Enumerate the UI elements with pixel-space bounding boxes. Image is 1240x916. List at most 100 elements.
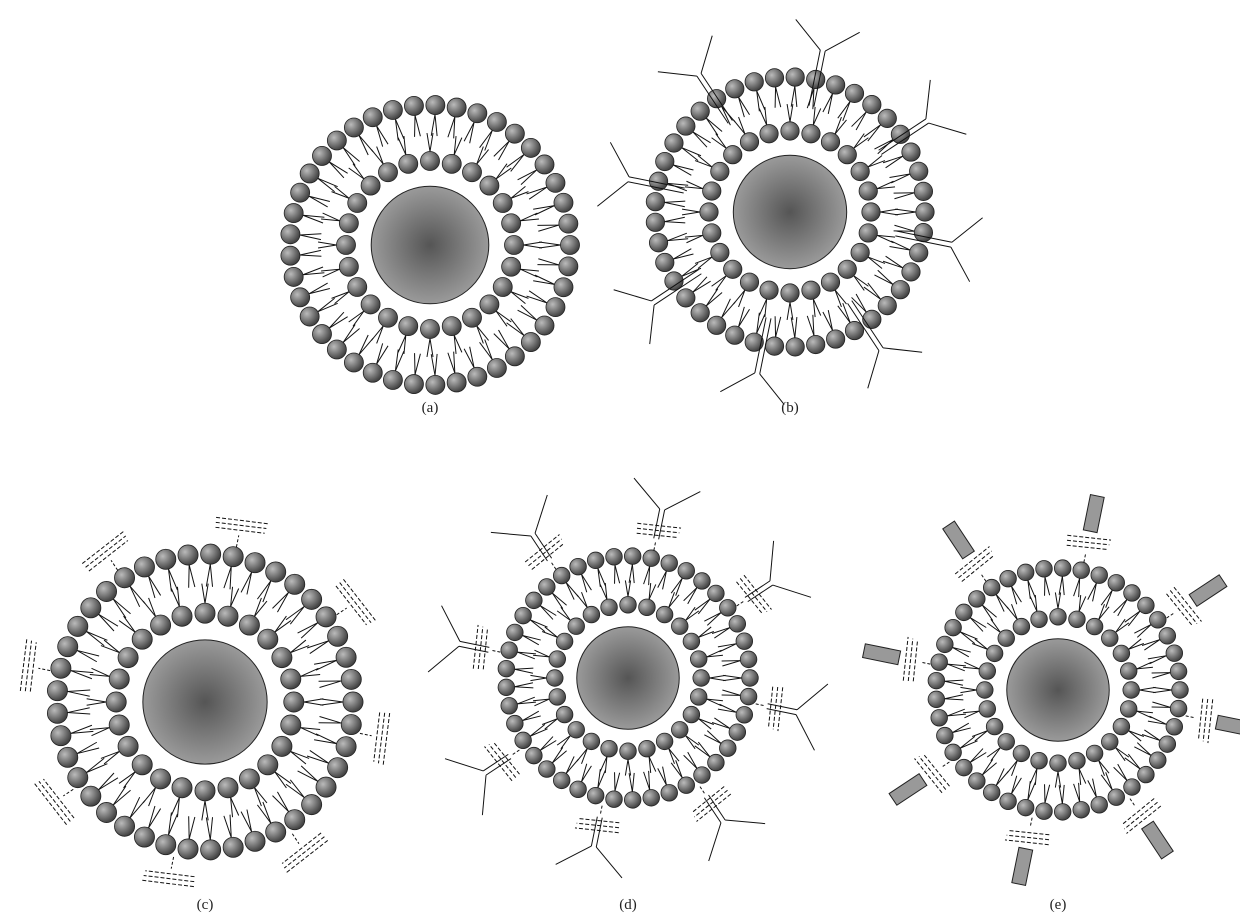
- line: [1058, 785, 1063, 804]
- lipid-head: [280, 245, 301, 266]
- line: [91, 727, 110, 737]
- lipid-head: [642, 549, 660, 567]
- line: [38, 667, 51, 672]
- lipid-head: [826, 329, 846, 349]
- lipid-head: [723, 145, 743, 165]
- line: [358, 135, 369, 156]
- line: [681, 147, 699, 162]
- line: [188, 564, 190, 588]
- line: [272, 795, 289, 813]
- line: [67, 707, 90, 714]
- line: [76, 747, 100, 755]
- line: [510, 291, 529, 299]
- line: [129, 800, 146, 819]
- line: [253, 597, 262, 617]
- line: [1117, 763, 1128, 781]
- lipid-head: [909, 161, 929, 181]
- line: [970, 617, 987, 628]
- line: [995, 768, 1005, 786]
- line: [664, 221, 686, 224]
- line: [530, 674, 547, 679]
- lipid-head: [671, 617, 689, 635]
- lipid-head: [501, 213, 522, 234]
- line: [394, 119, 399, 141]
- line: [201, 583, 206, 604]
- line: [565, 582, 575, 600]
- line: [758, 298, 768, 316]
- lipid-head: [690, 650, 708, 668]
- lipid-head: [290, 182, 311, 203]
- line: [920, 661, 931, 665]
- line: [624, 580, 629, 597]
- lipid-head: [362, 107, 383, 128]
- lipid-head: [936, 726, 954, 745]
- line: [240, 811, 253, 833]
- line: [1100, 774, 1113, 791]
- line: [315, 733, 337, 745]
- lipid-head: [343, 352, 364, 373]
- lipid-head: [690, 688, 708, 706]
- line: [795, 714, 815, 751]
- line: [530, 677, 547, 682]
- line: [277, 791, 290, 812]
- line: [1152, 701, 1171, 708]
- line: [286, 840, 329, 873]
- panel-label: (e): [1050, 897, 1067, 913]
- line: [738, 97, 745, 118]
- line: [681, 208, 700, 213]
- lipid-head: [257, 628, 279, 650]
- line: [334, 186, 350, 199]
- lipid-head: [642, 789, 660, 807]
- line: [649, 305, 655, 345]
- line: [599, 805, 603, 816]
- lipid-head: [1149, 611, 1167, 629]
- line: [1034, 595, 1038, 612]
- line: [552, 750, 567, 764]
- line: [657, 71, 697, 77]
- line: [148, 597, 157, 617]
- line: [297, 622, 319, 634]
- lipid-head: [1158, 735, 1177, 753]
- line: [529, 619, 546, 632]
- line: [796, 683, 829, 711]
- line: [1078, 782, 1081, 802]
- line: [1124, 610, 1141, 623]
- lipid-head: [177, 544, 199, 566]
- lipid-head: [707, 584, 725, 603]
- line: [98, 772, 115, 791]
- lipid-head: [582, 732, 601, 751]
- core: [732, 154, 848, 270]
- line: [853, 137, 869, 149]
- lipid-head: [497, 678, 516, 697]
- lipid-head: [398, 153, 419, 174]
- lipid-head: [425, 95, 446, 116]
- line: [995, 594, 1009, 610]
- line: [738, 308, 750, 328]
- lipid-head: [837, 145, 857, 165]
- line: [86, 757, 105, 773]
- line: [472, 624, 479, 669]
- lipid-head: [837, 259, 857, 279]
- line: [229, 814, 232, 838]
- line: [947, 713, 967, 717]
- lipid-head: [877, 296, 897, 316]
- line: [1153, 686, 1172, 691]
- line: [668, 748, 675, 764]
- line: [246, 809, 253, 832]
- line: [98, 777, 119, 791]
- lipid-head: [901, 142, 921, 162]
- line: [711, 722, 731, 729]
- line: [697, 155, 713, 168]
- line: [322, 268, 340, 278]
- lipid-head: [1053, 559, 1072, 577]
- line: [520, 305, 538, 321]
- lipid-head: [638, 740, 656, 758]
- line: [539, 241, 561, 246]
- line: [123, 615, 136, 633]
- line: [555, 845, 592, 865]
- lipid-head: [194, 602, 216, 624]
- line: [686, 180, 704, 190]
- lipid-head: [420, 319, 440, 339]
- lipid-head: [1120, 662, 1138, 680]
- line: [664, 491, 701, 511]
